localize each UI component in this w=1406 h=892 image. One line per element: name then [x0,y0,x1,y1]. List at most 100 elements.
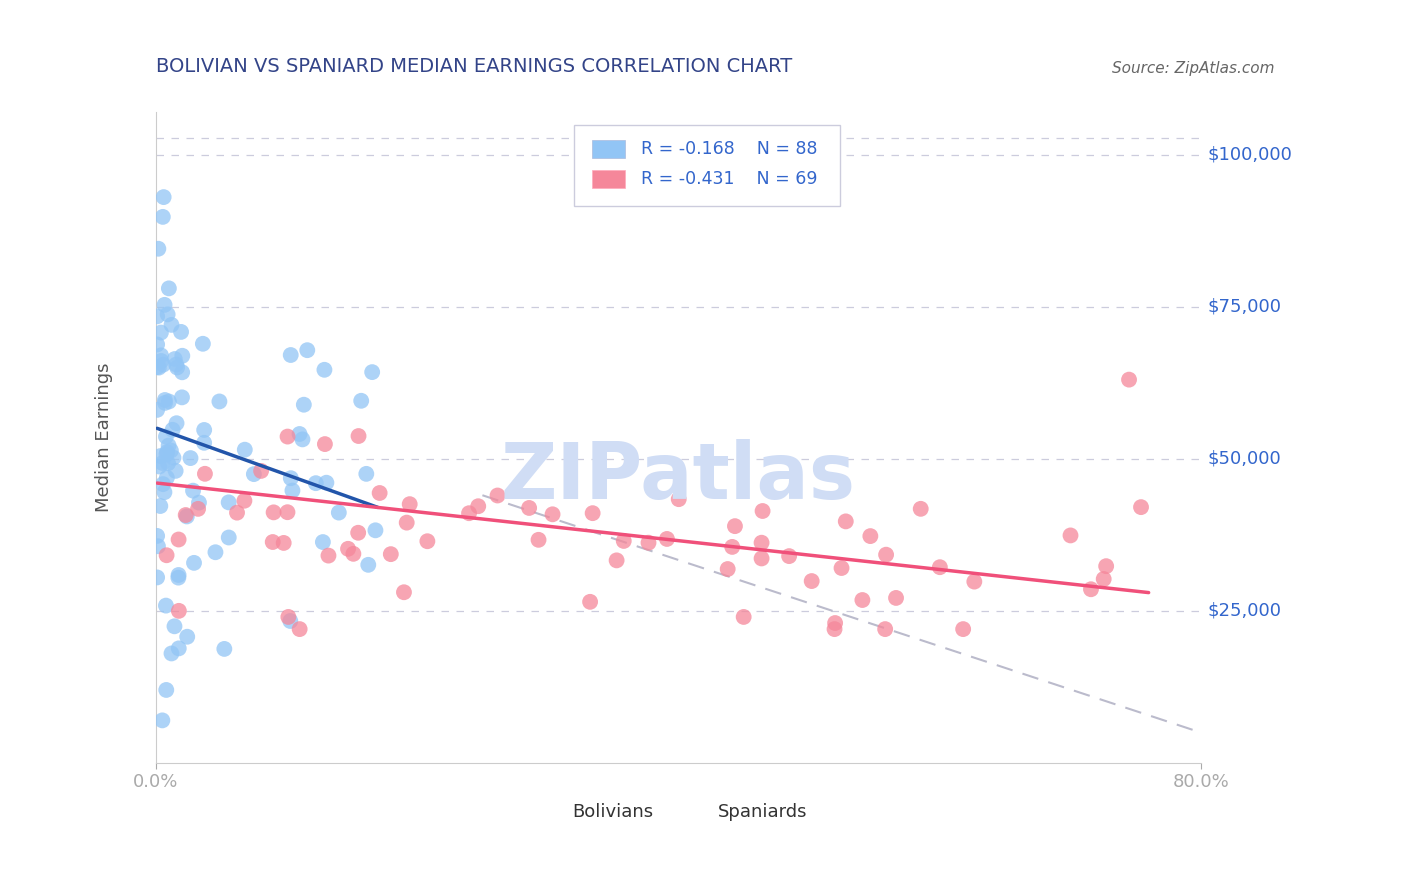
Point [717,562,740,576]
Point [824,622,846,636]
Point [204,545,226,559]
Point [398,497,420,511]
Point [875,548,897,562]
Text: $25,000: $25,000 [1208,602,1281,620]
Point [176,630,198,644]
Point [541,508,564,522]
Text: $75,000: $75,000 [1208,298,1281,316]
Point [1080,582,1102,597]
Point [342,547,364,561]
Point [724,519,747,533]
Point [172,365,194,379]
Point [277,429,299,443]
Point [1092,572,1115,586]
Point [859,529,882,543]
FancyBboxPatch shape [574,125,841,206]
Point [668,492,690,507]
Point [218,495,240,509]
Point [157,439,180,453]
Point [146,359,169,374]
Point [153,396,176,410]
Point [167,641,190,656]
Point [277,610,299,624]
Point [288,427,311,442]
Point [156,445,179,459]
Point [527,533,550,547]
Point [150,714,173,728]
Point [166,416,188,430]
Bar [531,804,564,820]
Point [214,641,236,656]
Point [152,190,174,204]
Point [281,483,304,498]
Point [347,429,370,443]
Point [928,560,950,574]
Point [579,595,602,609]
Point [157,394,180,409]
Point [160,647,183,661]
Point [157,281,180,295]
Point [148,360,170,375]
Point [165,464,187,478]
Point [250,464,273,478]
Point [350,393,373,408]
Point [1118,373,1140,387]
Point [172,349,194,363]
Point [163,619,186,633]
Point [637,535,659,549]
Point [952,622,974,636]
Point [297,343,319,358]
Point [305,476,328,491]
Point [155,548,177,562]
Point [153,485,176,500]
Point [655,532,678,546]
Text: R = -0.431    N = 69: R = -0.431 N = 69 [641,170,817,188]
Point [194,467,217,481]
Point [191,336,214,351]
Point [582,506,605,520]
Point [416,534,439,549]
Point [778,549,800,563]
Point [208,394,231,409]
Text: Spaniards: Spaniards [718,803,807,821]
Point [368,486,391,500]
Point [155,682,177,697]
Point [721,540,744,554]
Point [148,242,170,256]
Point [1130,500,1153,515]
Point [233,493,256,508]
Point [149,449,172,463]
Point [884,591,907,605]
Point [188,495,211,509]
Point [170,390,193,404]
Point [146,402,169,417]
Point [337,541,360,556]
Point [187,501,209,516]
Text: ZIPatlas: ZIPatlas [501,439,856,515]
Point [153,392,176,407]
Point [167,533,190,547]
Point [163,351,186,366]
Point [170,325,193,339]
Point [167,604,190,618]
Text: Bolivians: Bolivians [572,803,652,821]
Point [288,622,311,636]
Point [280,471,302,485]
Point [155,599,177,613]
Point [357,558,380,572]
Point [824,615,846,630]
Point [1059,528,1081,542]
Point [167,571,190,585]
Point [162,423,184,437]
Point [280,348,302,362]
Point [160,318,183,332]
Point [278,614,301,628]
Point [160,443,183,458]
Point [174,508,197,522]
Point [218,531,240,545]
Point [148,459,170,474]
Bar [592,169,626,188]
Point [392,585,415,599]
Point [800,574,823,588]
Text: BOLIVIAN VS SPANIARD MEDIAN EARNINGS CORRELATION CHART: BOLIVIAN VS SPANIARD MEDIAN EARNINGS COR… [156,57,792,76]
